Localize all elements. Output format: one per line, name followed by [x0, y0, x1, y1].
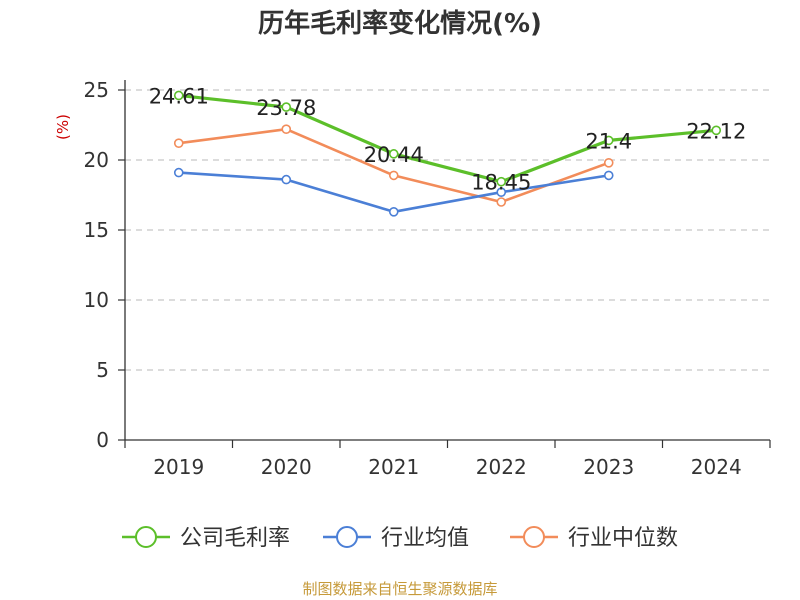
chart-title: 历年毛利率变化情况(%)	[258, 8, 542, 39]
data-point	[711, 125, 722, 136]
data-point	[173, 90, 184, 101]
legend-label: 行业均值	[381, 526, 469, 551]
grid-lines	[125, 89, 770, 371]
data-point	[173, 167, 184, 178]
x-tick-label: 2023	[583, 455, 634, 479]
source-footer: 制图数据来自恒生聚源数据库	[302, 580, 498, 598]
series-lines	[173, 90, 722, 217]
y-tick-label: 20	[84, 148, 109, 172]
x-tick-label: 2021	[368, 455, 419, 479]
data-point	[281, 174, 292, 185]
data-point	[496, 187, 507, 197]
legend-label: 行业中位数	[568, 526, 678, 551]
data-point	[281, 102, 292, 112]
data-point	[496, 176, 507, 187]
data-point	[603, 170, 614, 181]
y-tick-label: 0	[96, 428, 109, 452]
y-axis-label: (%)	[54, 114, 72, 140]
y-tick-label: 5	[96, 358, 109, 382]
legend-marker	[523, 526, 545, 548]
data-labels: 24.61 23.78 20.44 18.45 21.4 22.12	[149, 84, 747, 194]
axes: 0 5 10 15 20 25 2019 2020 2021 2022 2023 2024	[84, 78, 771, 479]
data-label: 18.45	[471, 171, 531, 195]
legend-marker	[336, 526, 358, 548]
data-point	[603, 135, 614, 146]
series-line	[178, 93, 717, 184]
data-label: 21.4	[585, 129, 632, 153]
data-point	[496, 197, 507, 207]
x-tick-label: 2024	[691, 455, 742, 479]
y-tick-label: 10	[84, 288, 109, 312]
data-label: 24.61	[149, 84, 209, 108]
y-tick-label: 25	[84, 78, 109, 102]
data-label: 23.78	[256, 96, 316, 120]
data-point	[388, 170, 399, 181]
legend-marker	[135, 526, 157, 548]
x-tick-label: 2019	[153, 455, 204, 479]
data-label: 22.12	[686, 119, 746, 143]
x-tick-label: 2022	[476, 455, 527, 479]
data-point	[388, 207, 399, 217]
data-point	[173, 138, 184, 148]
data-point	[281, 124, 292, 134]
data-label: 20.44	[364, 143, 424, 167]
data-point	[388, 149, 399, 159]
legend-label: 公司毛利率	[180, 526, 290, 551]
data-point	[603, 158, 614, 168]
legend: 公司毛利率 行业均值 行业中位数	[122, 526, 678, 551]
x-tick-label: 2020	[261, 455, 312, 479]
y-tick-label: 15	[84, 218, 109, 242]
